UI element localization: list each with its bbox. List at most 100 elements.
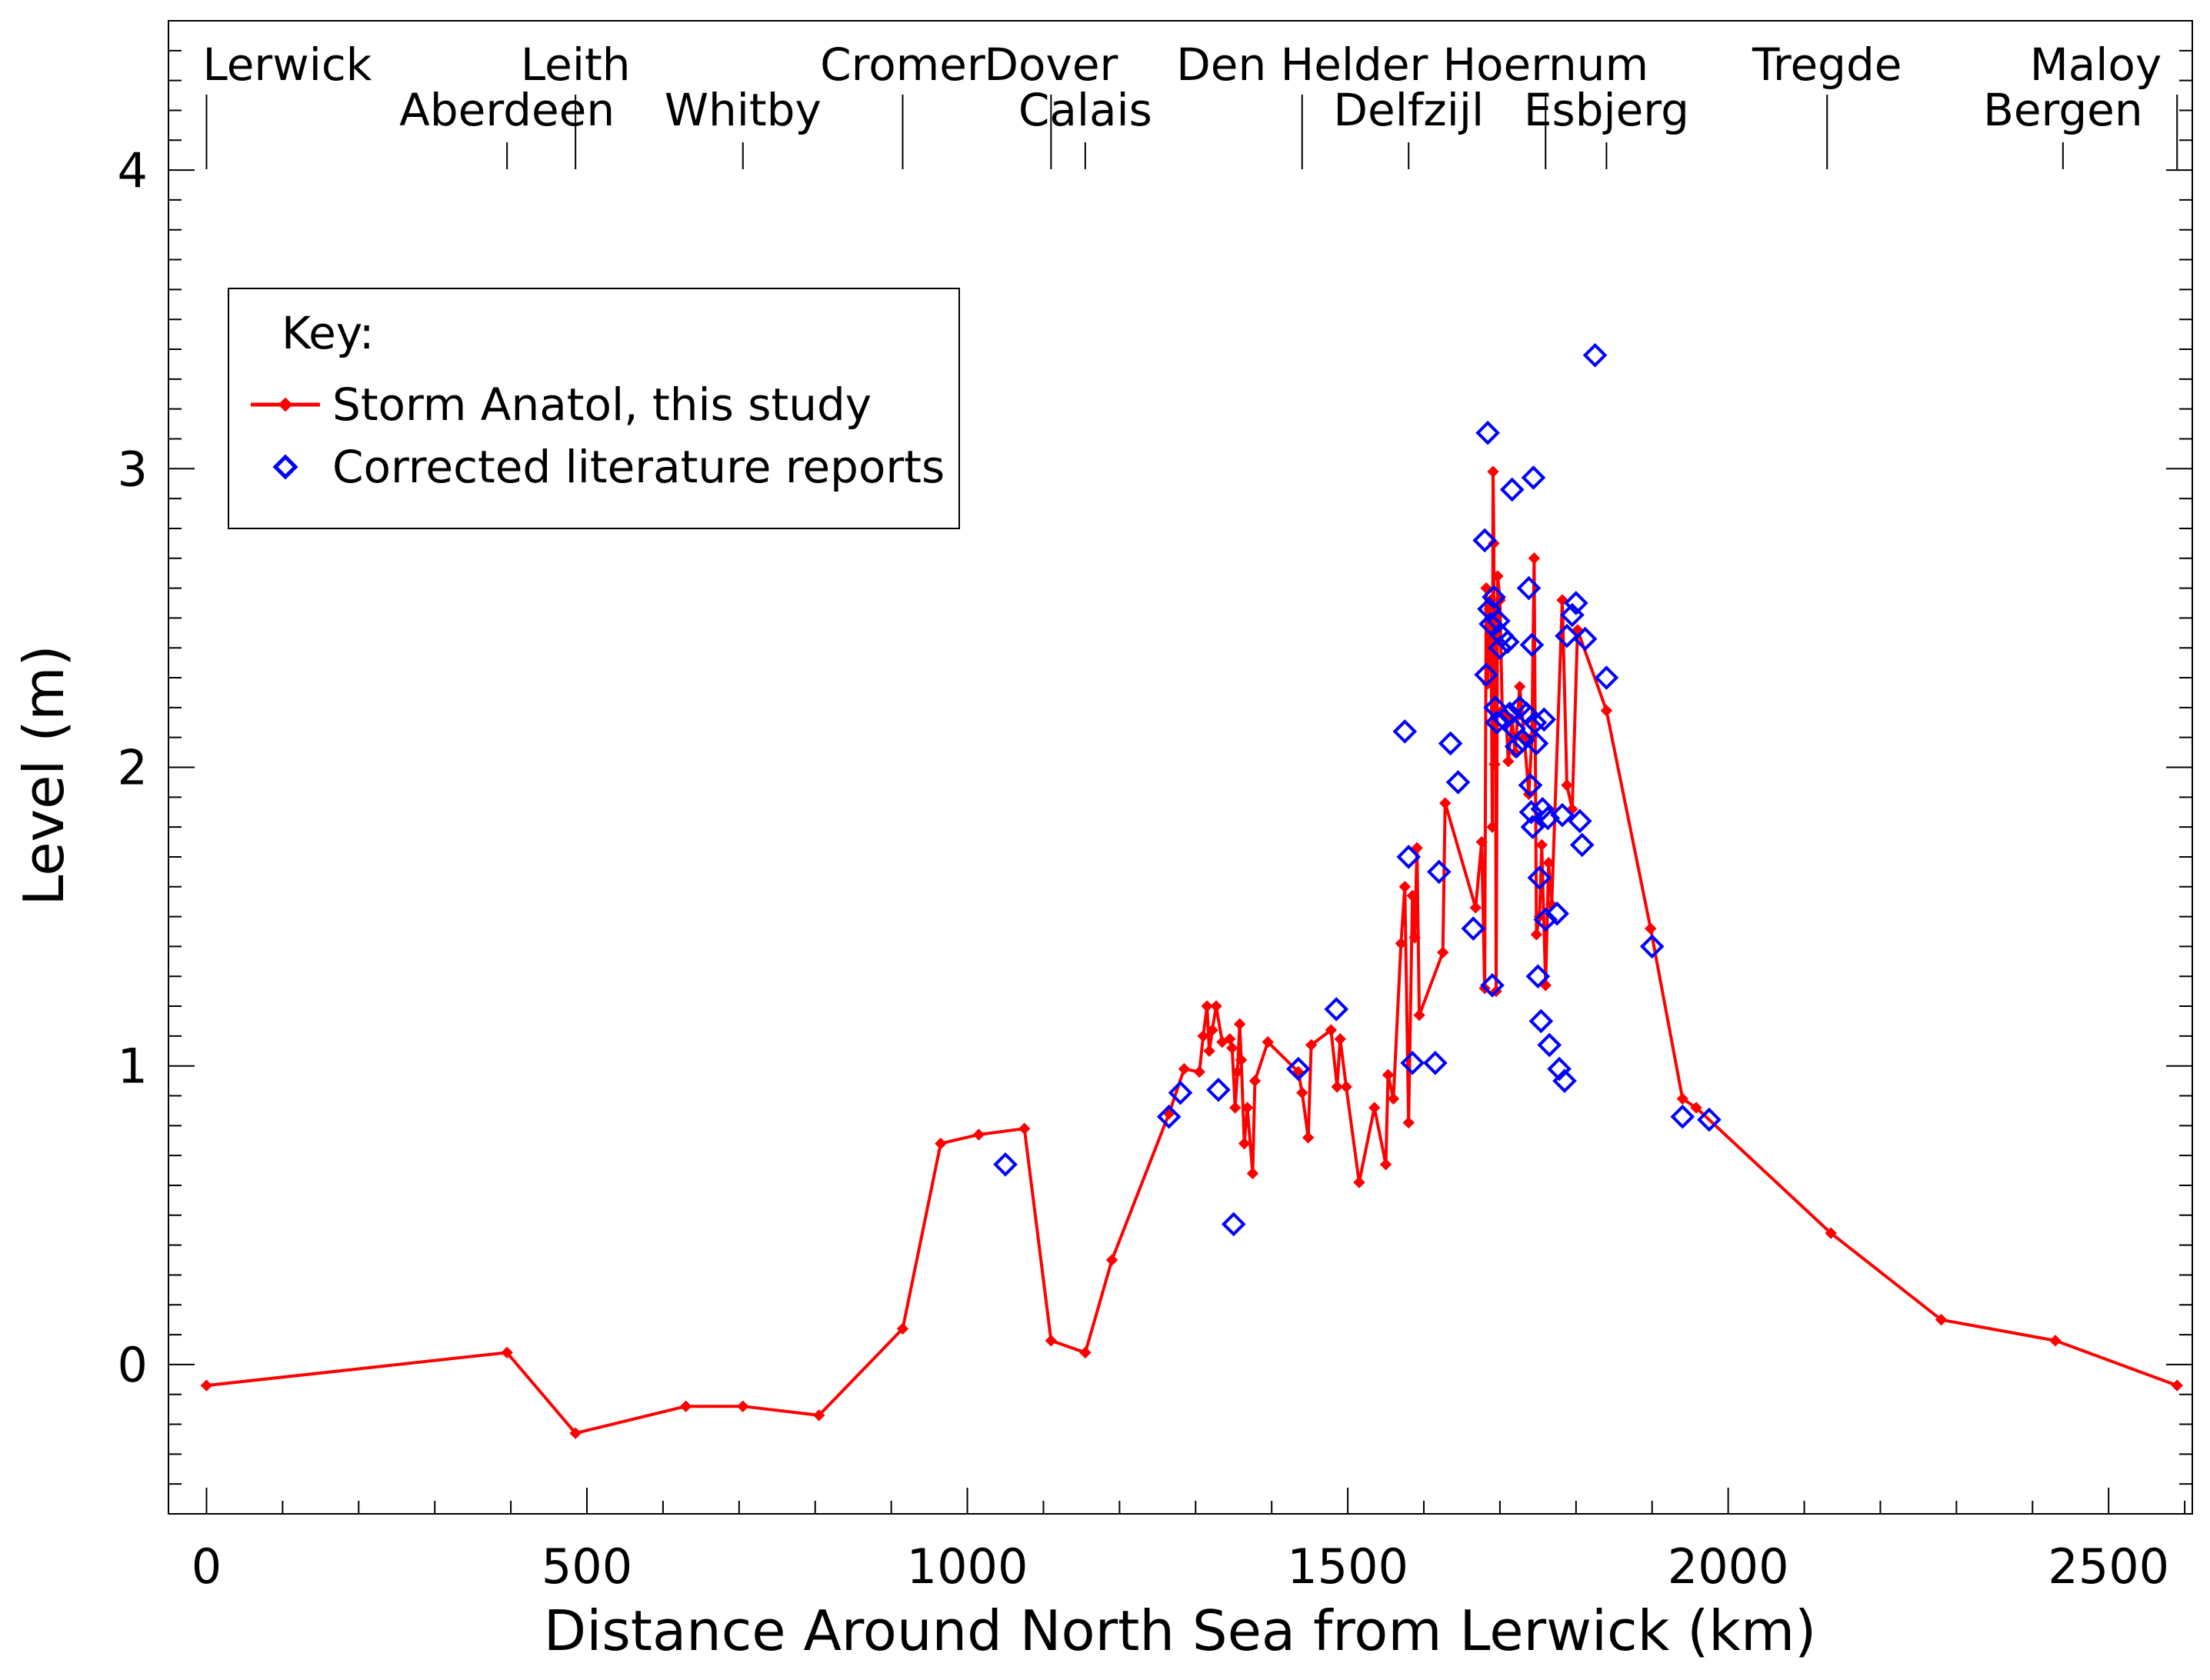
literature-report-point bbox=[1324, 997, 1349, 1022]
literature-report-point bbox=[1522, 710, 1548, 735]
literature-report-point bbox=[1524, 731, 1549, 756]
literature-report-point bbox=[1156, 1104, 1182, 1129]
y-axis-label: Level (m) bbox=[12, 645, 76, 905]
storm-anatol-point bbox=[1262, 1035, 1274, 1048]
literature-report-point bbox=[1572, 626, 1598, 652]
storm-anatol-point bbox=[1690, 1102, 1702, 1114]
storm-anatol-point bbox=[1408, 932, 1421, 944]
literature-report-point bbox=[1528, 1008, 1554, 1034]
literature-report-point bbox=[1438, 731, 1463, 756]
storm-anatol-point bbox=[972, 1128, 985, 1141]
station-label: Cromer bbox=[820, 38, 985, 91]
station-label: Lerwick bbox=[202, 38, 372, 91]
station-label: Bergen bbox=[1983, 84, 2143, 136]
storm-anatol-point bbox=[1226, 1042, 1238, 1055]
storm-anatol-point bbox=[1018, 1122, 1031, 1135]
y-axis-tick-labels: 0 1 2 3 4 bbox=[118, 142, 148, 1393]
storm-anatol-point bbox=[1395, 937, 1408, 950]
literature-report-point bbox=[1537, 1032, 1562, 1058]
storm-anatol-point bbox=[200, 1379, 213, 1392]
storm-anatol-point bbox=[1302, 1132, 1315, 1144]
literature-report-point bbox=[1533, 907, 1558, 932]
storm-anatol-point bbox=[1492, 570, 1504, 582]
literature-report-point bbox=[1480, 973, 1505, 998]
storm-anatol-point bbox=[1935, 1313, 1948, 1326]
literature-report-point bbox=[1510, 728, 1535, 753]
storm-anatol-point bbox=[1325, 1024, 1338, 1036]
storm-anatol-point bbox=[1233, 1018, 1246, 1031]
literature-report-point bbox=[1532, 707, 1557, 732]
literature-report-point bbox=[1516, 575, 1542, 601]
station-label: Den Helder bbox=[1176, 38, 1428, 91]
literature-report-point bbox=[1474, 662, 1498, 687]
literature-report-point bbox=[1168, 1080, 1193, 1105]
literature-report-point bbox=[1488, 635, 1512, 661]
x-tick-label: 500 bbox=[542, 1538, 632, 1595]
literature-report-point bbox=[1670, 1104, 1695, 1129]
y-axis-ticks bbox=[168, 20, 2192, 1515]
storm-anatol-point bbox=[1513, 680, 1526, 693]
storm-anatol-point bbox=[1235, 1054, 1248, 1066]
storm-anatol-point bbox=[1231, 1065, 1244, 1078]
station-label: Hoernum bbox=[1442, 38, 1648, 91]
legend-entry-storm-anatol: Storm Anatol, this study bbox=[228, 378, 957, 432]
storm-anatol-point bbox=[1535, 838, 1548, 852]
storm-anatol-point bbox=[1368, 1102, 1381, 1114]
literature-report-point bbox=[1206, 1077, 1231, 1102]
y-tick-label: 2 bbox=[118, 740, 148, 796]
literature-report-point bbox=[1525, 964, 1551, 989]
storm-anatol-point bbox=[1825, 1227, 1837, 1239]
literature-report-point bbox=[1396, 845, 1422, 869]
literature-report-point bbox=[1555, 623, 1579, 648]
storm-anatol-point bbox=[1530, 928, 1543, 941]
storm-anatol-point bbox=[1248, 1075, 1262, 1087]
storm-anatol-point bbox=[1353, 1176, 1365, 1188]
literature-report-point bbox=[1518, 772, 1543, 798]
literature-report-point bbox=[1482, 585, 1506, 610]
station-label: Calais bbox=[1018, 84, 1152, 136]
literature-report-point bbox=[1478, 612, 1503, 636]
storm-anatol-point bbox=[1201, 1000, 1213, 1012]
literature-report-point bbox=[1594, 665, 1619, 690]
y-tick-label: 1 bbox=[118, 1038, 148, 1095]
y-tick-label: 4 bbox=[118, 142, 148, 198]
storm-anatol-point bbox=[1203, 1045, 1215, 1057]
storm-anatol-point bbox=[679, 1400, 692, 1412]
literature-report-point bbox=[1697, 1107, 1722, 1132]
storm-anatol-point bbox=[1676, 1092, 1689, 1105]
storm-anatol-point bbox=[1246, 1167, 1259, 1180]
x-axis-ticks bbox=[205, 1488, 2186, 1514]
storm-anatol-point bbox=[1469, 902, 1482, 914]
x-tick-label: 2500 bbox=[2048, 1538, 2169, 1595]
literature-report-point bbox=[1564, 591, 1588, 615]
legend-label-literature: Corrected literature reports bbox=[332, 441, 945, 493]
x-tick-label: 1500 bbox=[1287, 1538, 1408, 1595]
legend-label-storm-anatol: Storm Anatol, this study bbox=[332, 378, 872, 431]
storm-anatol-point bbox=[1413, 1008, 1425, 1022]
literature-report-point bbox=[1569, 832, 1595, 858]
storm-anatol-point bbox=[1197, 1030, 1209, 1042]
literature-report-point bbox=[1392, 719, 1418, 744]
storm-anatol-point bbox=[737, 1400, 749, 1412]
y-tick-label: 0 bbox=[118, 1337, 148, 1393]
storm-anatol-point bbox=[1475, 835, 1488, 848]
literature-report-point bbox=[1495, 629, 1520, 655]
storm-anatol-point bbox=[1402, 1116, 1415, 1129]
storm-anatol-point bbox=[1437, 946, 1449, 958]
literature-report-point bbox=[1545, 901, 1569, 926]
storm-anatol-point bbox=[1045, 1335, 1058, 1347]
literature-report-point bbox=[1400, 1050, 1425, 1075]
literature-report-point bbox=[1639, 934, 1665, 959]
storm-anatol-point bbox=[1487, 465, 1499, 478]
station-label: Maloy bbox=[2030, 38, 2162, 91]
literature-report-point bbox=[1472, 528, 1497, 553]
storm-anatol-point bbox=[1488, 758, 1501, 771]
literature-report-point bbox=[1521, 465, 1546, 490]
storm-anatol-point bbox=[1340, 1081, 1352, 1093]
literature-report-point bbox=[1530, 797, 1555, 822]
storm-anatol-point bbox=[1438, 797, 1452, 809]
storm-anatol-point bbox=[2049, 1335, 2062, 1347]
storm-anatol-point bbox=[1193, 1065, 1205, 1078]
